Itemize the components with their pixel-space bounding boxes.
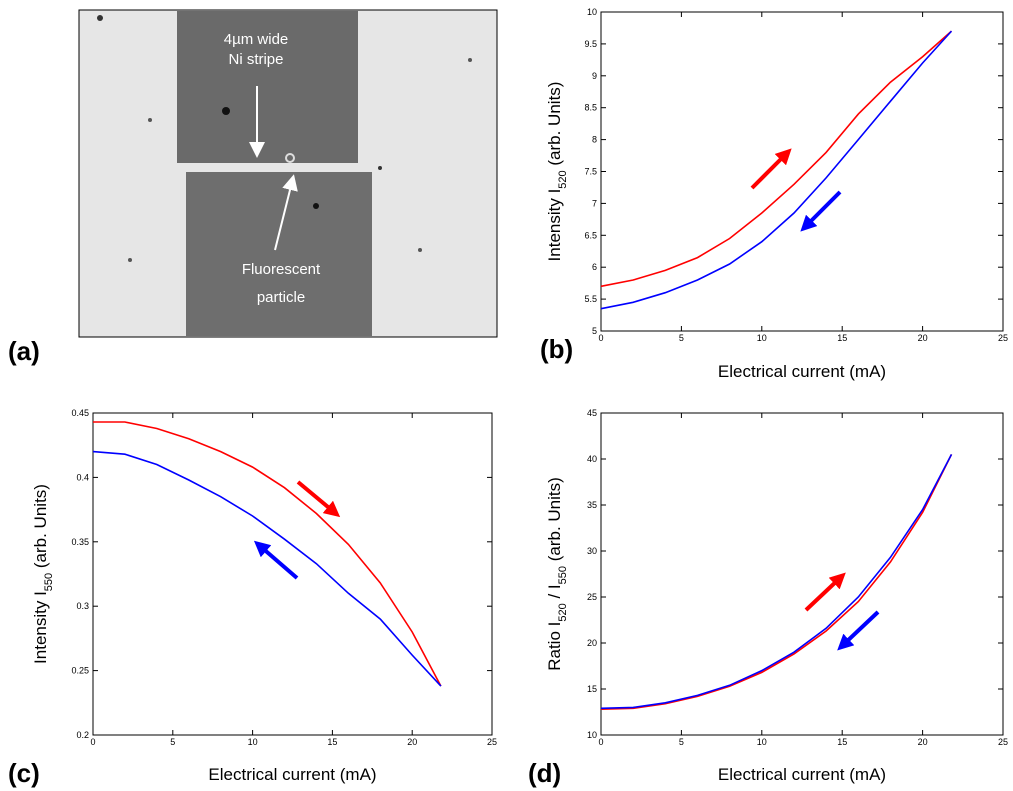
y-axis-label: Ratio I520 / I550 (arb. Units) bbox=[545, 477, 569, 671]
panel-label: (b) bbox=[540, 334, 573, 364]
x-axis-label: Electrical current (mA) bbox=[718, 362, 886, 381]
x-tick-label: 10 bbox=[757, 737, 767, 747]
data-line bbox=[600, 454, 953, 710]
y-tick-label: 10 bbox=[587, 730, 597, 740]
y-axis-label-part: Intensity I bbox=[545, 189, 564, 262]
x-tick-label: 0 bbox=[598, 333, 603, 343]
y-tick-label: 20 bbox=[587, 638, 597, 648]
data-line bbox=[600, 30, 953, 310]
data-line bbox=[600, 454, 953, 710]
y-axis-label-part: Ratio I bbox=[545, 622, 564, 671]
x-tick-label: 25 bbox=[998, 333, 1008, 343]
x-axis-label: Electrical current (mA) bbox=[718, 765, 886, 784]
plot-frame bbox=[600, 11, 1004, 332]
x-tick-label: 25 bbox=[487, 737, 497, 747]
y-tick-label: 40 bbox=[587, 454, 597, 464]
x-tick-label: 5 bbox=[170, 737, 175, 747]
y-axis-label-part: / I bbox=[545, 584, 564, 603]
micrograph: 4µm wide Ni stripe Fluorescent particle bbox=[78, 9, 498, 338]
y-tick-label: 5.5 bbox=[584, 294, 597, 304]
panel-label: (a) bbox=[8, 336, 40, 366]
x-tick-label: 20 bbox=[407, 737, 417, 747]
y-axis-label-part: Intensity I bbox=[31, 591, 50, 664]
y-tick-label: 0.2 bbox=[76, 730, 89, 740]
data-line bbox=[600, 30, 953, 288]
y-tick-label: 9 bbox=[592, 71, 597, 81]
y-axis-label-part: 520 bbox=[557, 603, 569, 621]
y-axis-label-part: 550 bbox=[43, 573, 55, 591]
x-tick-label: 15 bbox=[837, 737, 847, 747]
x-tick-label: 5 bbox=[679, 333, 684, 343]
image-label: Fluorescent bbox=[242, 261, 321, 278]
x-tick-label: 10 bbox=[248, 737, 258, 747]
y-tick-label: 15 bbox=[587, 684, 597, 694]
y-tick-label: 30 bbox=[587, 546, 597, 556]
y-tick-label: 0.4 bbox=[76, 472, 89, 482]
y-tick-label: 6 bbox=[592, 262, 597, 272]
x-tick-label: 0 bbox=[90, 737, 95, 747]
arrows bbox=[253, 148, 880, 651]
y-tick-label: 6.5 bbox=[584, 230, 597, 240]
y-tick-label: 45 bbox=[587, 408, 597, 418]
x-axis-label: Electrical current (mA) bbox=[208, 765, 376, 784]
y-tick-label: 8 bbox=[592, 135, 597, 145]
x-tick-label: 5 bbox=[679, 737, 684, 747]
x-tick-label: 15 bbox=[837, 333, 847, 343]
y-axis-label: Intensity I550 (arb. Units) bbox=[31, 484, 55, 664]
y-axis-label-part: 520 bbox=[557, 170, 569, 188]
y-axis-label-part: (arb. Units) bbox=[545, 82, 564, 171]
y-tick-label: 0.45 bbox=[71, 408, 89, 418]
data-line bbox=[93, 421, 442, 687]
y-tick-label: 9.5 bbox=[584, 39, 597, 49]
plot-frame bbox=[600, 412, 1004, 736]
y-axis-label-part: (arb. Units) bbox=[31, 484, 50, 573]
panel-label: (d) bbox=[528, 758, 561, 788]
x-tick-label: 20 bbox=[918, 333, 928, 343]
x-tick-label: 20 bbox=[918, 737, 928, 747]
data-line bbox=[92, 450, 442, 687]
y-tick-label: 0.35 bbox=[71, 537, 89, 547]
x-tick-label: 10 bbox=[757, 333, 767, 343]
y-tick-label: 5 bbox=[592, 326, 597, 336]
x-tick-label: 25 bbox=[998, 737, 1008, 747]
panel-label: (c) bbox=[8, 758, 40, 788]
y-tick-label: 0.25 bbox=[71, 666, 89, 676]
x-tick-label: 15 bbox=[327, 737, 337, 747]
y-tick-label: 35 bbox=[587, 500, 597, 510]
y-tick-label: 7.5 bbox=[584, 167, 597, 177]
y-axis-label-part: 550 bbox=[557, 566, 569, 584]
y-tick-label: 8.5 bbox=[584, 103, 597, 113]
y-tick-label: 7 bbox=[592, 198, 597, 208]
plot-frame bbox=[92, 412, 493, 736]
y-tick-label: 25 bbox=[587, 592, 597, 602]
y-tick-label: 10 bbox=[587, 7, 597, 17]
y-axis-label-part: (arb. Units) bbox=[545, 477, 564, 566]
y-tick-label: 0.3 bbox=[76, 601, 89, 611]
image-label: 4µm wide bbox=[224, 31, 289, 48]
image-label: particle bbox=[257, 289, 305, 306]
image-label: Ni stripe bbox=[228, 51, 283, 68]
x-tick-label: 0 bbox=[598, 737, 603, 747]
y-axis-label: Intensity I520 (arb. Units) bbox=[545, 82, 569, 262]
